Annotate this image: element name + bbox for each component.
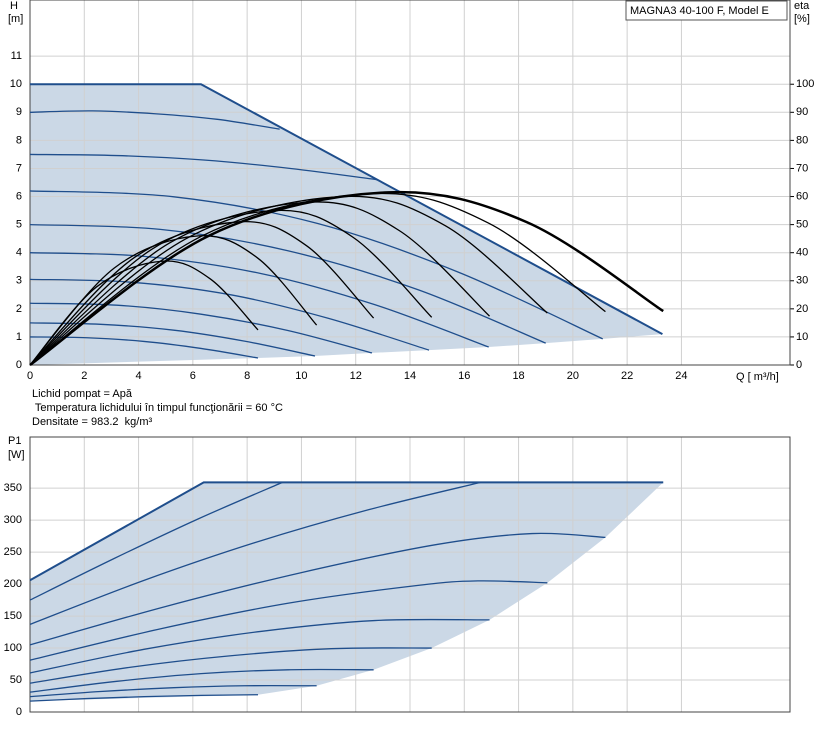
x-tick-label: 0 (27, 370, 33, 382)
y-tick-label: 150 (4, 610, 22, 622)
y-tick-label: 7 (16, 162, 22, 174)
y2-tick-label: 50 (796, 219, 808, 231)
operating-region (30, 482, 664, 702)
efficiency-curve (29, 190, 664, 367)
curve (29, 190, 603, 340)
x-tick-label: 18 (512, 370, 524, 382)
curve (29, 532, 606, 646)
y-tick-label: 6 (16, 190, 22, 202)
y-tick-label: 0 (16, 706, 22, 718)
curve (29, 110, 280, 130)
y2-tick-label: 10 (796, 331, 808, 343)
y-tick-label: 0 (16, 359, 22, 371)
y2-tick-label: 40 (796, 247, 808, 259)
y-axis-unit: [m] (8, 13, 23, 25)
curve (29, 252, 489, 348)
efficiency-curve (29, 235, 318, 366)
x-tick-label: 2 (81, 370, 87, 382)
y-axis-unit: [W] (8, 449, 25, 461)
curve (29, 481, 664, 582)
plot-frame (29, 0, 791, 366)
curve (29, 336, 259, 359)
note: Lichid pompat = Apă (32, 388, 133, 400)
y-tick-label: 2 (16, 303, 22, 315)
note: Temperatura lichidului în timpul funcţio… (32, 402, 283, 414)
y-axis-label: P1 (8, 435, 21, 447)
curve (30, 83, 663, 335)
x-axis-label: Q [ m³/h] (736, 371, 779, 383)
x-tick-label: 4 (136, 370, 142, 382)
curve (29, 481, 481, 625)
y2-tick-label: 100 (796, 78, 814, 90)
y2-tick-label: 70 (796, 162, 808, 174)
x-tick-label: 22 (621, 370, 633, 382)
y-tick-label: 3 (16, 275, 22, 287)
x-tick-label: 6 (190, 370, 196, 382)
x-tick-label: 12 (350, 370, 362, 382)
curve (29, 618, 490, 674)
y-tick-label: 5 (16, 219, 22, 231)
curve (29, 684, 317, 698)
curve (29, 694, 259, 702)
y2-tick-label: 60 (796, 190, 808, 202)
y2-tick-label: 30 (796, 275, 808, 287)
x-tick-label: 20 (567, 370, 579, 382)
x-tick-label: 8 (244, 370, 250, 382)
title-box (625, 0, 788, 21)
y2-tick-label: 80 (796, 134, 808, 146)
y2-tick-label: 20 (796, 303, 808, 315)
y-tick-label: 1 (16, 331, 22, 343)
y-tick-label: 200 (4, 578, 22, 590)
curve (29, 668, 374, 693)
efficiency-curve (29, 220, 375, 366)
y-tick-label: 100 (4, 642, 22, 654)
curve (29, 481, 283, 601)
y-axis-label: H (10, 0, 18, 12)
note: Densitate = 983.2 kg/m³ (32, 416, 152, 428)
curve (29, 223, 546, 344)
plot-frame (29, 436, 791, 713)
y2-axis-unit: [%] (794, 13, 810, 25)
y2-tick-label: 0 (796, 359, 802, 371)
x-tick-label: 14 (404, 370, 416, 382)
y-tick-label: 8 (16, 134, 22, 146)
curve (29, 580, 548, 661)
curve (29, 153, 378, 181)
y-tick-label: 350 (4, 482, 22, 494)
y-tick-label: 300 (4, 514, 22, 526)
y2-tick-label: 90 (796, 106, 808, 118)
chart-title: MAGNA3 40-100 F, Model E (630, 5, 769, 17)
x-tick-label: 24 (675, 370, 687, 382)
x-tick-label: 16 (458, 370, 470, 382)
y2-axis-label: eta (794, 0, 810, 12)
curve (29, 278, 430, 351)
y-tick-label: 4 (16, 247, 22, 259)
y-tick-label: 50 (10, 674, 22, 686)
efficiency-curve (29, 209, 433, 366)
x-tick-label: 10 (295, 370, 307, 382)
y-tick-label: 250 (4, 546, 22, 558)
y-tick-label: 11 (11, 50, 22, 62)
y-tick-label: 9 (16, 106, 22, 118)
curve (29, 647, 432, 684)
y-tick-label: 10 (10, 78, 22, 90)
